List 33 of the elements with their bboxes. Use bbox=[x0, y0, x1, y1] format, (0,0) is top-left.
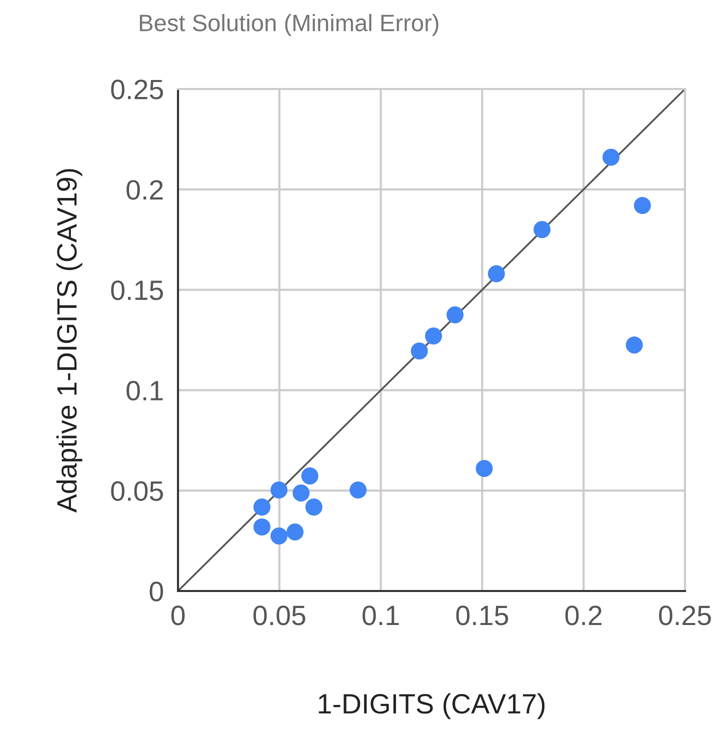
point bbox=[350, 481, 367, 498]
y-tick-label: 0.1 bbox=[126, 380, 163, 401]
point bbox=[488, 265, 505, 282]
point bbox=[626, 336, 643, 354]
x-tick-label: 0 bbox=[171, 606, 185, 626]
point bbox=[410, 342, 428, 360]
x-tick-label: 0.15 bbox=[456, 606, 508, 626]
point bbox=[446, 306, 464, 324]
point bbox=[634, 196, 651, 214]
point bbox=[602, 148, 620, 166]
y-tick-label: 0 bbox=[150, 582, 164, 602]
point bbox=[425, 327, 442, 344]
y-axis-title: Adaptive 1-DIGITS (CAV19) bbox=[56, 169, 82, 513]
x-tick-label: 0.25 bbox=[659, 606, 711, 626]
point bbox=[305, 498, 322, 516]
point bbox=[270, 527, 288, 544]
point bbox=[253, 498, 270, 516]
point bbox=[253, 518, 270, 536]
y-tick-label: 0.25 bbox=[111, 80, 163, 100]
y-tick-label: 0.15 bbox=[111, 280, 163, 300]
point bbox=[301, 467, 318, 484]
x-tick-label: 0.05 bbox=[253, 606, 306, 626]
y-tick-label: 0.05 bbox=[111, 481, 163, 501]
point bbox=[534, 221, 551, 238]
chart-title: Best Solution (Minimal Error) bbox=[140, 14, 438, 36]
point bbox=[286, 523, 304, 540]
point bbox=[292, 484, 310, 502]
x-tick-label: 0.1 bbox=[362, 606, 399, 626]
point bbox=[270, 481, 288, 498]
point bbox=[476, 460, 493, 478]
y-tick-label: 0.2 bbox=[126, 180, 163, 200]
x-axis-title: 1-DIGITS (CAV17) bbox=[318, 693, 545, 720]
x-tick-label: 0.2 bbox=[565, 606, 602, 626]
